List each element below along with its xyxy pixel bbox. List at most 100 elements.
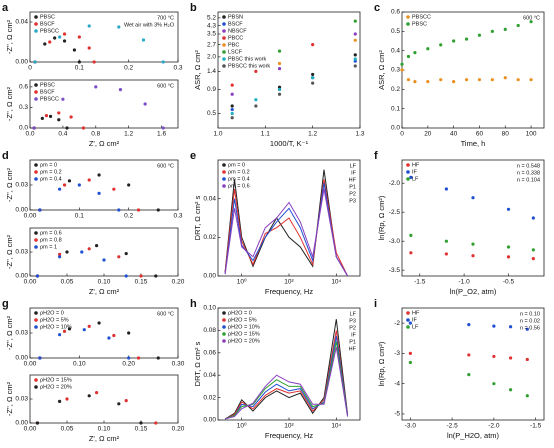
data-point xyxy=(161,60,165,64)
x-axis-label: ln(P_O2, atm) xyxy=(450,287,497,296)
data-point xyxy=(477,33,482,37)
x-axis-label: Frequency, Hz xyxy=(265,431,313,440)
data-point xyxy=(492,382,496,386)
data-point xyxy=(408,360,412,365)
x-tick-label: 0 xyxy=(400,131,404,138)
legend-swatch xyxy=(222,22,226,26)
data-point xyxy=(107,336,111,340)
annotation: P2 xyxy=(349,325,356,331)
legend-label: PBSC xyxy=(40,82,55,88)
data-point xyxy=(62,32,67,36)
data-point xyxy=(35,421,40,425)
y-tick-label: 0.00 xyxy=(203,417,216,424)
x-tick-label: 80 xyxy=(502,131,510,138)
x-tick-label: 0.3 xyxy=(173,65,182,72)
data-point xyxy=(490,78,494,82)
data-point xyxy=(97,173,101,177)
y-tick-label: 0.00 xyxy=(15,420,28,427)
legend-swatch xyxy=(406,170,410,174)
x-tick-label: 0.4 xyxy=(58,131,67,138)
data-point xyxy=(67,179,72,183)
legend-swatch xyxy=(222,29,226,33)
data-point xyxy=(353,32,357,36)
annotation: P2 xyxy=(349,191,356,197)
annotation: n = 0.56 xyxy=(520,325,540,331)
data-point xyxy=(439,43,443,47)
data-point xyxy=(62,183,67,187)
data-point xyxy=(277,92,282,96)
data-point xyxy=(77,35,81,39)
legend-swatch xyxy=(406,311,410,315)
y-tick-label: 1.4 xyxy=(207,68,216,75)
legend-label: BSCF xyxy=(40,21,55,27)
legend-swatch xyxy=(34,29,38,33)
y-tick-label: 4.3 xyxy=(207,22,216,29)
legend-label: PBSN xyxy=(228,14,243,20)
data-point xyxy=(503,76,507,80)
y-tick-label: 0.00 xyxy=(15,207,28,214)
series-line xyxy=(224,179,349,277)
data-point xyxy=(353,53,357,57)
data-point xyxy=(32,126,36,130)
legend-label: HF xyxy=(412,162,420,168)
legend-swatch xyxy=(222,332,226,336)
data-point xyxy=(58,187,62,191)
y-tick-label: 0.4 xyxy=(391,47,400,54)
data-point xyxy=(65,397,69,401)
x-tick-label: 0.15 xyxy=(135,279,148,286)
y-axis-label: -Z'', Ω cm² xyxy=(5,315,14,350)
x-tick-label: 0.30 xyxy=(172,361,185,368)
data-point xyxy=(277,61,282,66)
data-point xyxy=(506,245,511,249)
y-tick-label: 0.00 xyxy=(15,59,28,66)
x-tick-label: 10² xyxy=(284,423,294,430)
data-point xyxy=(444,239,448,243)
legend-swatch xyxy=(222,163,226,167)
data-point xyxy=(254,104,258,108)
annotation: n = 0.338 xyxy=(517,170,540,176)
legend-label: ρm = 0.6 xyxy=(40,230,62,236)
data-point xyxy=(154,274,158,278)
annotation: n = 0.02 xyxy=(520,318,540,324)
y-tick-label: 0.04 xyxy=(15,19,28,26)
plot-frame xyxy=(401,11,545,129)
data-point xyxy=(117,208,121,212)
x-tick-label: 10⁴ xyxy=(331,423,341,430)
legend-label: LF xyxy=(412,324,419,330)
legend-swatch xyxy=(222,311,226,315)
annotation: n = 0.10 xyxy=(520,311,540,317)
y-tick-label: 0.5 xyxy=(207,110,216,117)
data-point xyxy=(65,126,69,130)
legend-swatch xyxy=(34,90,38,94)
y-tick-label: 0.08 xyxy=(203,327,216,334)
data-point xyxy=(471,196,475,200)
legend-swatch xyxy=(222,177,226,181)
y-tick-label: 0.04 xyxy=(203,372,216,379)
data-point xyxy=(87,46,91,50)
legend-label: ρH2O = 15% xyxy=(228,331,260,337)
y-tick-label: -2.5 xyxy=(389,209,401,216)
y-tick-label: 0.0 xyxy=(19,125,28,132)
plot-frame xyxy=(29,79,179,129)
data-point xyxy=(400,68,404,72)
data-point xyxy=(471,254,475,258)
panel-label: e xyxy=(190,150,196,162)
legend-label: ρm = 0.6 xyxy=(228,183,250,189)
legend-swatch xyxy=(34,318,38,322)
legend-label: ρm = 0 xyxy=(228,162,245,168)
x-tick-label: 0.1 xyxy=(75,65,84,72)
data-point xyxy=(230,83,234,87)
data-point xyxy=(124,399,128,403)
data-point xyxy=(529,78,533,82)
data-point xyxy=(94,85,98,89)
legend-swatch xyxy=(34,325,38,329)
data-point xyxy=(141,38,146,42)
data-point xyxy=(471,242,475,246)
x-tick-label: 0.20 xyxy=(172,426,185,433)
y-axis-label: DRT, Ω cm² s xyxy=(193,195,202,240)
x-axis-label: Z', Ω cm² xyxy=(89,139,120,148)
data-point xyxy=(311,42,315,47)
legend-label: NBSCF xyxy=(228,28,247,34)
data-point xyxy=(353,19,357,23)
panel-label: b xyxy=(190,2,197,14)
